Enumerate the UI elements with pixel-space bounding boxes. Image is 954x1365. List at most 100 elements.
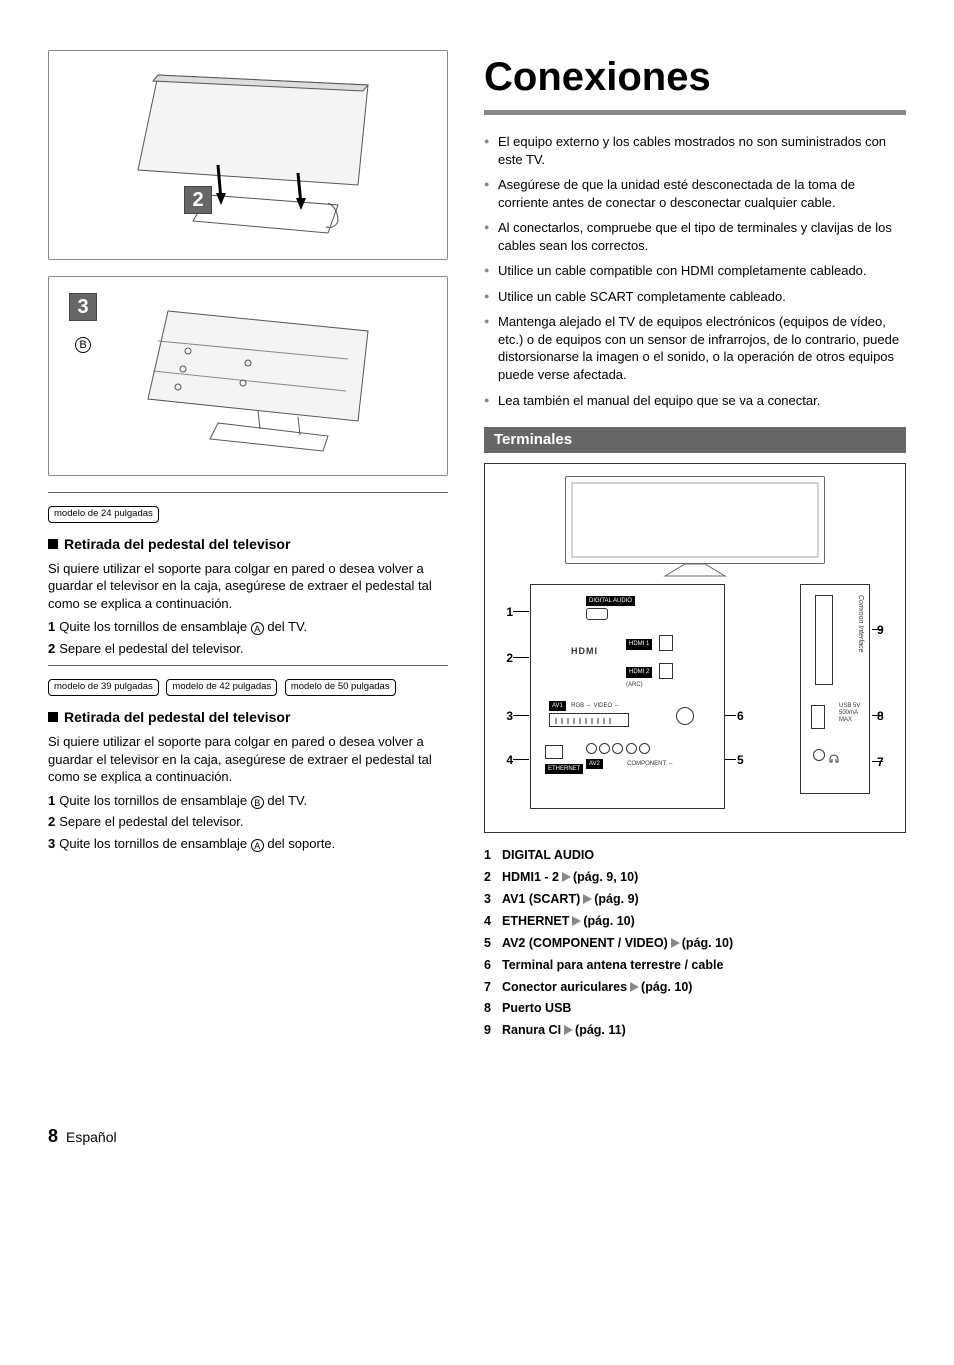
tv-stand-illustration-2 (98, 65, 398, 245)
model-tag-42: modelo de 42 pulgadas (166, 679, 277, 696)
terminal-number: 1 (484, 847, 502, 864)
terminal-ref: (pág. 10) (682, 936, 733, 950)
a-step-1: 1Quite los tornillos de ensamblaje A del… (48, 618, 448, 636)
title-rule (484, 110, 906, 115)
port-ethernet: ETHERNET (545, 745, 583, 774)
terminal-row: 8Puerto USB (484, 1000, 906, 1017)
heading-b-text: Retirada del pedestal del televisor (64, 709, 290, 725)
bullet-item: Al conectarlos, compruebe que el tipo de… (484, 219, 906, 254)
hdmi1-label: HDMI 1 (626, 639, 652, 649)
terminal-ref: (pág. 9) (594, 892, 638, 906)
terminal-text: DIGITAL AUDIO (502, 848, 594, 862)
bullet-item: El equipo externo y los cables mostrados… (484, 133, 906, 168)
subheading-remove-pedestal-a: Retirada del pedestal del televisor (48, 535, 448, 554)
panel-main: DIGITAL AUDIO HDMI HDMI 1 HDMI 2 (ARC) (530, 584, 725, 809)
component-label: COMPONENT ⇔ (627, 761, 674, 767)
page-title: Conexiones (484, 50, 906, 104)
av1-sub: RGB ⇔ VIDEO ⇔ (571, 703, 620, 709)
port-av2: AV2 COMPONENT ⇔ (586, 743, 674, 769)
hdmi2-arc: (ARC) (626, 682, 643, 688)
tv-stand-icon (645, 564, 745, 583)
a-step2-text: Separe el pedestal del televisor. (59, 641, 243, 656)
label-6: 6 (737, 708, 755, 724)
tv-outline (565, 476, 825, 564)
terminal-list: 1DIGITAL AUDIO2HDMI1 - 2(pág. 9, 10)3AV1… (484, 847, 906, 1039)
left-column: 2 3 B modelo de 24 pulgadas Retirada (48, 50, 448, 1044)
label-2: 2 (495, 650, 513, 666)
terminal-row: 3AV1 (SCART)(pág. 9) (484, 891, 906, 908)
headphone-port (813, 749, 845, 766)
tv-stand-illustration-3 (98, 291, 398, 461)
terminal-text: ETHERNET (502, 914, 569, 928)
footer-lang: Español (66, 1129, 117, 1145)
terminal-number: 8 (484, 1000, 502, 1017)
b-step3-post: del soporte. (264, 836, 336, 851)
port-hdmi-group: HDMI (571, 645, 598, 658)
figure-step-3: 3 B (48, 276, 448, 476)
black-square-icon (48, 539, 58, 549)
b-step2-text: Separe el pedestal del televisor. (59, 814, 243, 829)
b-step-2: 2Separe el pedestal del televisor. (48, 813, 448, 831)
terminal-ref: (pág. 10) (641, 980, 692, 994)
circ-b1: B (251, 796, 264, 809)
model-tag-24: modelo de 24 pulgadas (48, 506, 159, 523)
a-step1-post: del TV. (264, 619, 307, 634)
terminal-row: 6Terminal para antena terrestre / cable (484, 957, 906, 974)
bullet-item: Lea también el manual del equipo que se … (484, 392, 906, 410)
terminal-text: HDMI1 - 2 (502, 870, 559, 884)
divider (48, 492, 448, 493)
section-bar-terminales: Terminales (484, 427, 906, 453)
terminal-ref: (pág. 11) (575, 1023, 626, 1037)
av2-label: AV2 (586, 759, 603, 769)
bullet-item: Utilice un cable compatible con HDMI com… (484, 262, 906, 280)
arrow-icon (572, 916, 581, 926)
usb-label: USB 5V 500mA MAX (839, 703, 865, 723)
terminal-number: 2 (484, 869, 502, 886)
b-step1-pre: Quite los tornillos de ensamblaje (59, 793, 251, 808)
usb-port-shape (811, 705, 825, 729)
circ-a1: A (251, 622, 264, 635)
terminal-text: AV2 (COMPONENT / VIDEO) (502, 936, 668, 950)
para-b: Si quiere utilizar el soporte para colga… (48, 733, 448, 786)
step-badge-2: 2 (184, 186, 212, 214)
bullet-list: El equipo externo y los cables mostrados… (484, 133, 906, 409)
black-square-icon (48, 712, 58, 722)
arrow-icon (562, 872, 571, 882)
terminal-row: 1DIGITAL AUDIO (484, 847, 906, 864)
page-columns: 2 3 B modelo de 24 pulgadas Retirada (48, 50, 906, 1044)
label-1: 1 (495, 604, 513, 620)
b-step-1: 1Quite los tornillos de ensamblaje B del… (48, 792, 448, 810)
arrow-icon (630, 982, 639, 992)
step-badge-3: 3 (69, 293, 97, 321)
label-3: 3 (495, 708, 513, 724)
page-number: 8 (48, 1126, 58, 1146)
label-b-circle: B (75, 337, 91, 353)
label-9: 9 (877, 622, 895, 638)
panel-side: Common Interface USB 5V 500mA MAX (800, 584, 870, 794)
terminal-ref: (pág. 9, 10) (573, 870, 638, 884)
terminal-number: 7 (484, 979, 502, 996)
a-step1-pre: Quite los tornillos de ensamblaje (59, 619, 251, 634)
terminal-row: 7Conector auriculares(pág. 10) (484, 979, 906, 996)
model-tag-39: modelo de 39 pulgadas (48, 679, 159, 696)
hdmi-logo: HDMI (571, 646, 598, 656)
port-digital-audio: DIGITAL AUDIO (586, 595, 635, 624)
label-5: 5 (737, 752, 755, 768)
av1-label: AV1 (549, 701, 566, 711)
label-8: 8 (877, 708, 895, 724)
divider (48, 665, 448, 666)
terminal-diagram: DIGITAL AUDIO HDMI HDMI 1 HDMI 2 (ARC) (484, 463, 906, 833)
terminal-text: Puerto USB (502, 1001, 571, 1015)
terminal-number: 9 (484, 1022, 502, 1039)
b-step-3: 3Quite los tornillos de ensamblaje A del… (48, 835, 448, 853)
model-tag-50: modelo de 50 pulgadas (285, 679, 396, 696)
ci-label: Common Interface (856, 595, 865, 653)
port-hdmi1: HDMI 1 (626, 635, 673, 651)
arrow-icon (564, 1025, 573, 1035)
digital-audio-label: DIGITAL AUDIO (586, 596, 635, 606)
para-a: Si quiere utilizar el soporte para colga… (48, 560, 448, 613)
bullet-item: Mantenga alejado el TV de equipos electr… (484, 313, 906, 383)
circ-b3: A (251, 839, 264, 852)
heading-a-text: Retirada del pedestal del televisor (64, 536, 290, 552)
terminal-text: Terminal para antena terrestre / cable (502, 958, 723, 972)
